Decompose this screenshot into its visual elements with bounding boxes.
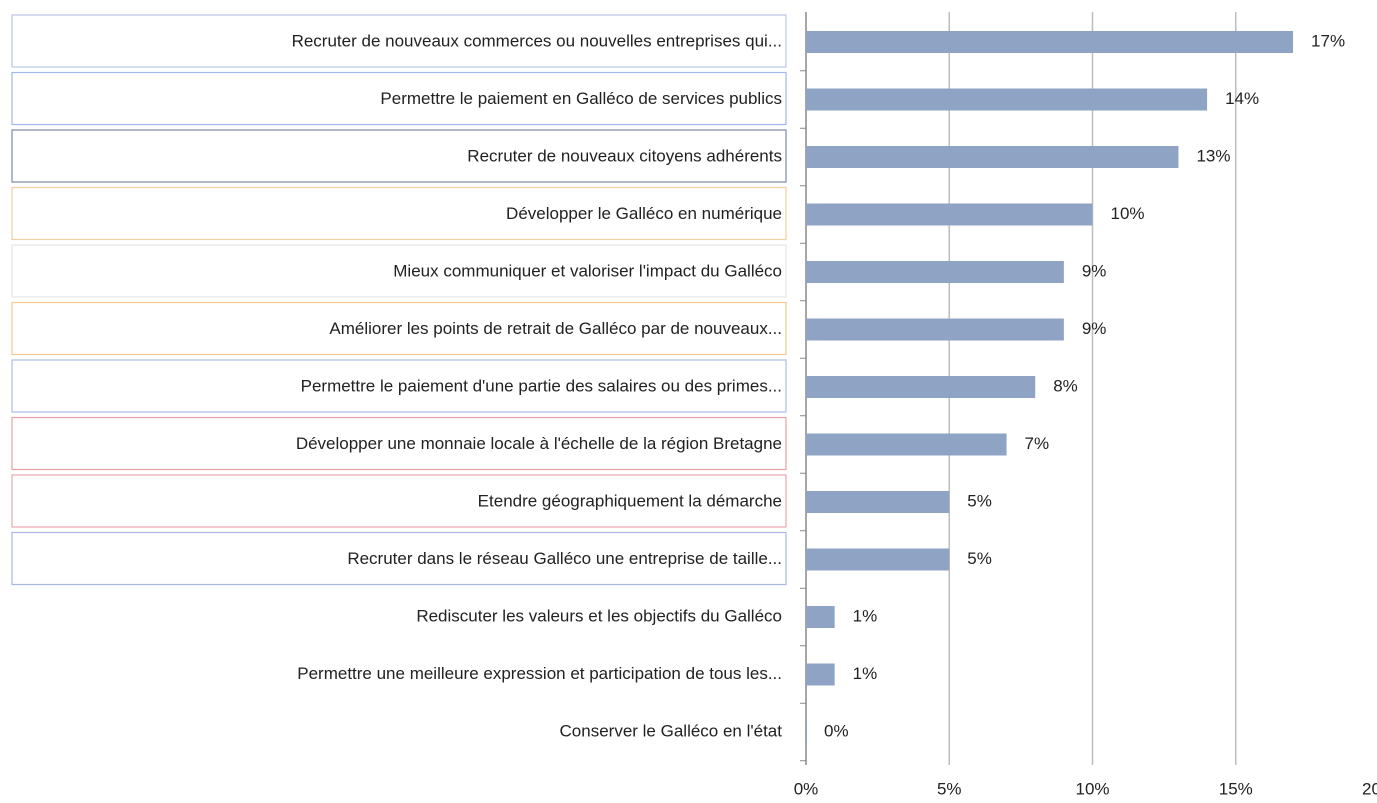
category-label: Permettre le paiement d'une partie des s… — [301, 376, 782, 395]
label-box — [11, 129, 787, 183]
bar — [806, 203, 1093, 226]
category-label: Permettre une meilleure expression et pa… — [297, 664, 782, 683]
value-label: 10% — [1111, 204, 1145, 223]
bar — [806, 261, 1064, 283]
label-box — [11, 186, 787, 241]
value-label: 14% — [1225, 89, 1259, 108]
label-box — [11, 359, 787, 413]
bar — [806, 88, 1208, 111]
category-label: Recruter de nouveaux citoyens adhérents — [467, 146, 782, 165]
category-label: Conserver le Galléco en l'état — [560, 721, 783, 740]
category-label: Permettre le paiement en Galléco de serv… — [380, 89, 782, 108]
x-tick-label: 5% — [937, 779, 962, 798]
bar — [806, 433, 1007, 456]
label-box — [11, 14, 787, 68]
category-label: Mieux communiquer et valoriser l'impact … — [393, 261, 782, 280]
category-label: Etendre géographiquement la démarche — [478, 491, 782, 510]
value-label: 7% — [1025, 434, 1050, 453]
value-label: 13% — [1196, 146, 1230, 165]
label-box — [11, 474, 787, 528]
value-label: 9% — [1082, 261, 1107, 280]
bar — [806, 721, 807, 743]
value-label: 5% — [967, 491, 992, 510]
value-label: 1% — [853, 606, 878, 625]
value-label: 0% — [824, 721, 849, 740]
bar — [806, 318, 1064, 341]
x-tick-label: 15% — [1219, 779, 1253, 798]
label-box — [11, 531, 787, 586]
category-label: Développer le Galléco en numérique — [506, 204, 782, 223]
category-label: Améliorer les points de retrait de Gallé… — [329, 319, 782, 338]
x-tick-label: 20% — [1362, 779, 1377, 798]
bar — [806, 663, 835, 686]
value-label: 5% — [967, 549, 992, 568]
label-box — [11, 301, 787, 356]
value-label: 1% — [853, 664, 878, 683]
value-label: 17% — [1311, 31, 1345, 50]
bar — [806, 548, 950, 571]
label-box — [11, 71, 787, 126]
x-tick-label: 0% — [794, 779, 819, 798]
category-label: Recruter de nouveaux commerces ou nouvel… — [292, 31, 782, 50]
bar — [806, 31, 1294, 53]
category-label: Rediscuter les valeurs et les objectifs … — [416, 606, 782, 625]
value-label: 8% — [1053, 376, 1078, 395]
label-box — [11, 416, 787, 471]
value-label: 9% — [1082, 319, 1107, 338]
x-tick-label: 10% — [1075, 779, 1109, 798]
bar — [806, 146, 1179, 168]
label-box — [11, 244, 787, 298]
bar — [806, 491, 950, 513]
category-label: Recruter dans le réseau Galléco une entr… — [347, 549, 782, 568]
bar — [806, 606, 835, 628]
bar — [806, 376, 1036, 398]
category-label: Développer une monnaie locale à l'échell… — [296, 434, 782, 453]
